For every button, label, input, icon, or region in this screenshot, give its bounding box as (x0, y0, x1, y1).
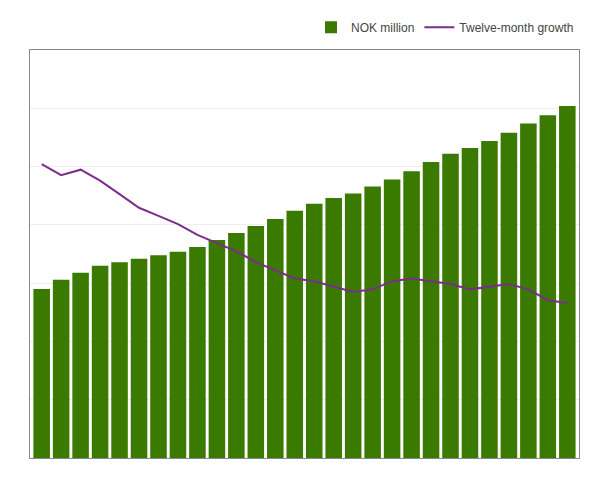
svg-text:NOK million: NOK million (351, 21, 414, 35)
svg-text:Twelve-month growth: Twelve-month growth (459, 21, 573, 35)
